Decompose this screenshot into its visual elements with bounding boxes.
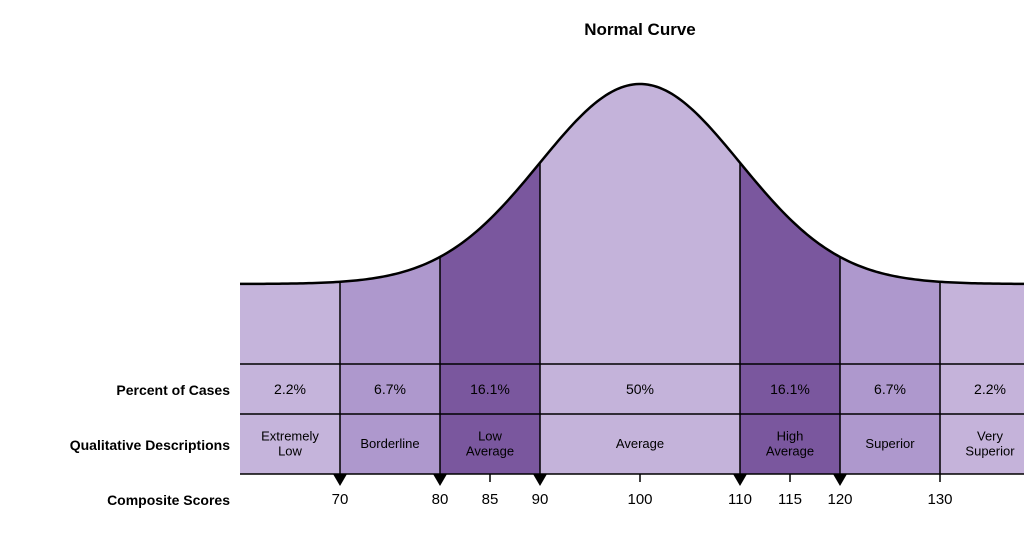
percent-label: 2.2% xyxy=(974,381,1006,397)
tick-arrow-icon xyxy=(533,474,547,486)
percent-label: 6.7% xyxy=(874,381,906,397)
percent-label: 16.1% xyxy=(770,381,810,397)
percent-label: 16.1% xyxy=(470,381,510,397)
score-tick-label: 100 xyxy=(627,491,652,508)
band-3 xyxy=(540,84,740,474)
band-2 xyxy=(440,163,540,474)
percent-label: 6.7% xyxy=(374,381,406,397)
chart-title: Normal Curve xyxy=(240,20,1024,40)
percent-label: 2.2% xyxy=(274,381,306,397)
qualitative-label: Borderline xyxy=(360,436,419,451)
tick-arrow-icon xyxy=(433,474,447,486)
score-tick-label: 110 xyxy=(728,491,752,508)
tick-arrow-icon xyxy=(833,474,847,486)
score-tick-label: 70 xyxy=(332,491,349,508)
tick-arrow-icon xyxy=(333,474,347,486)
score-tick-label: 90 xyxy=(532,491,549,508)
row-label-scores: Composite Scores xyxy=(20,485,230,515)
score-tick-label: 130 xyxy=(927,491,952,508)
band-4 xyxy=(740,163,840,474)
percent-label: 50% xyxy=(626,381,654,397)
row-label-percent: Percent of Cases xyxy=(20,365,230,415)
score-tick-label: 115 xyxy=(778,491,802,508)
qualitative-label: Average xyxy=(616,436,664,451)
score-tick-label: 120 xyxy=(827,491,852,508)
qualitative-label: Superior xyxy=(865,436,915,451)
row-label-qual: Qualitative Descriptions xyxy=(20,415,230,475)
normal-curve-chart: 2.2%6.7%16.1%50%16.1%6.7%2.2%ExtremelyLo… xyxy=(240,44,1024,514)
score-tick-label: 85 xyxy=(482,491,499,508)
score-tick-label: 80 xyxy=(432,491,449,508)
tick-arrow-icon xyxy=(733,474,747,486)
